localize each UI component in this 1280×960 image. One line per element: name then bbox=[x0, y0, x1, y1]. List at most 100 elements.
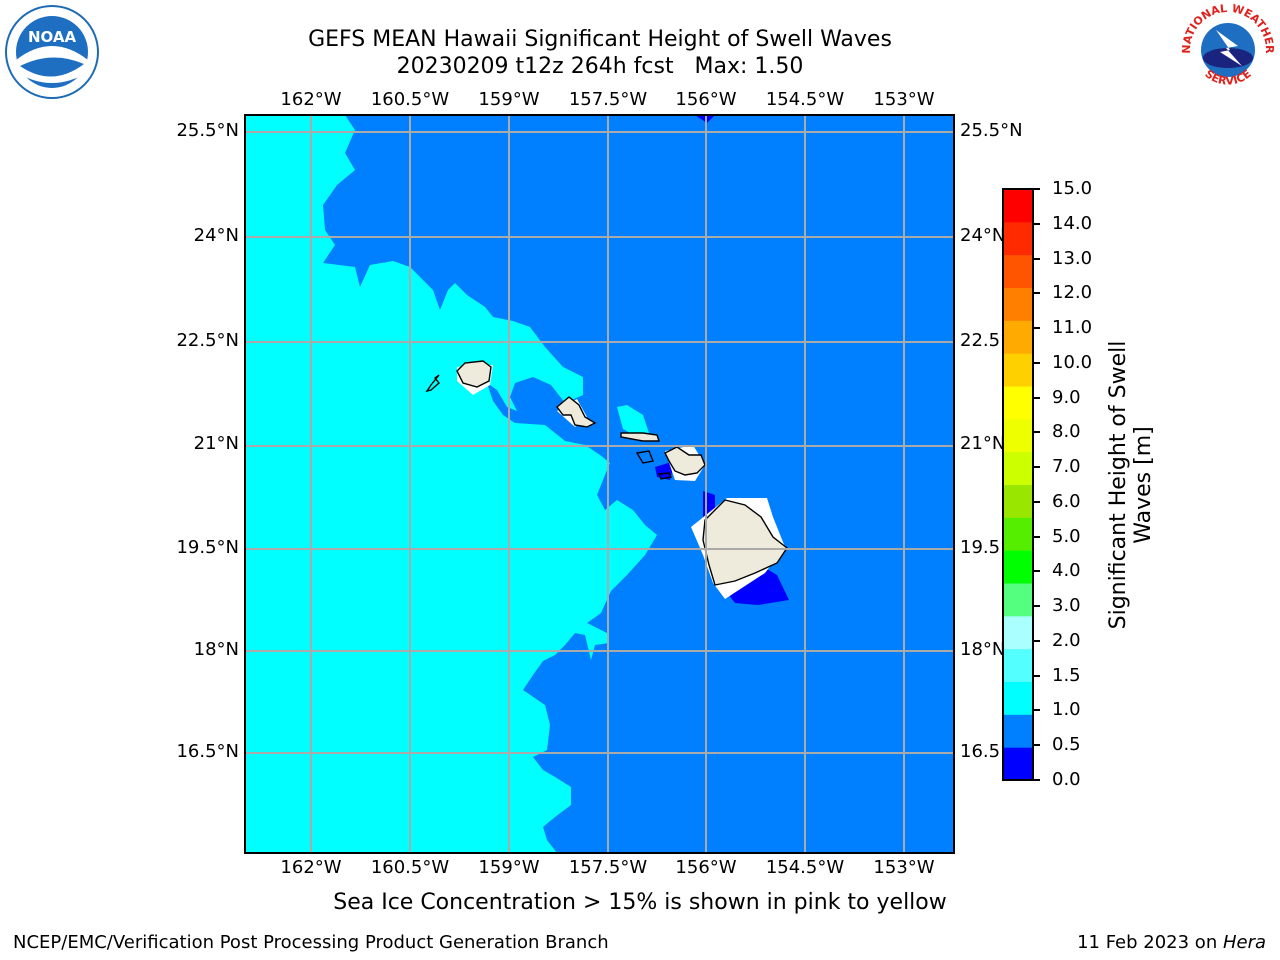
title-line-2: 20230209 t12z 264h fcst Max: 1.50 bbox=[396, 54, 804, 79]
colorbar-overlay bbox=[1002, 188, 1034, 781]
colorbar-title-line-2: Waves [m] bbox=[1131, 426, 1156, 544]
y-tick-left: 19.5°N bbox=[176, 537, 239, 558]
colorbar-tick-label: 5.0 bbox=[1052, 525, 1081, 547]
colorbar-band bbox=[1003, 221, 1033, 256]
colorbar-tick-mark bbox=[1033, 257, 1040, 260]
colorbar-tick-label: 8.0 bbox=[1052, 421, 1081, 443]
x-tick-bottom: 162°W bbox=[280, 857, 342, 878]
colorbar-tick-label: 0.5 bbox=[1052, 734, 1081, 756]
colorbar-band bbox=[1003, 681, 1033, 715]
lanai bbox=[635, 450, 654, 464]
y-tick-right: 21°N bbox=[960, 433, 1006, 454]
colorbar-tick-mark bbox=[1033, 605, 1040, 608]
colorbar-tick-mark bbox=[1033, 327, 1040, 330]
footer-right: 11 Feb 2023 on Hera bbox=[1077, 932, 1266, 953]
colorbar-tick-label: 15.0 bbox=[1052, 178, 1093, 199]
colorbar-tick-mark bbox=[1033, 639, 1040, 642]
x-tick-bottom: 160.5°W bbox=[370, 857, 450, 878]
colorbar-band bbox=[1003, 615, 1033, 650]
x-tick-top: 160.5°W bbox=[370, 89, 450, 110]
colorbar-tick-mark bbox=[1033, 431, 1040, 434]
y-tick-left: 21°N bbox=[193, 433, 239, 454]
x-tick-top: 156°W bbox=[675, 89, 737, 110]
molokai bbox=[620, 432, 660, 442]
colorbar-band bbox=[1003, 320, 1033, 354]
map-plot bbox=[244, 114, 955, 854]
colorbar-band bbox=[1003, 254, 1033, 288]
x-tick-top: 154.5°W bbox=[765, 89, 845, 110]
y-tick-left: 16.5°N bbox=[176, 741, 239, 762]
colorbar-tick-label: 11.0 bbox=[1052, 317, 1093, 339]
nws-logo: NATIONAL WEATHER SERVICE bbox=[1180, 2, 1276, 96]
colorbar-band bbox=[1003, 353, 1033, 387]
colorbar-tick-label: 0.0 bbox=[1052, 769, 1081, 790]
x-tick-top: 162°W bbox=[280, 89, 342, 110]
colorbar-band bbox=[1003, 386, 1033, 420]
oahu bbox=[556, 396, 597, 428]
colorbar-tick-label: 1.0 bbox=[1052, 699, 1081, 721]
x-tick-bottom: 153°W bbox=[873, 857, 935, 878]
colorbar-tick-label: 10.0 bbox=[1052, 351, 1093, 373]
colorbar-tick-mark bbox=[1033, 188, 1040, 190]
colorbar-title: Significant Height of Swell Waves [m] bbox=[1106, 305, 1156, 665]
y-tick-right: 25.5°N bbox=[960, 120, 1023, 141]
colorbar-tick-label: 3.0 bbox=[1052, 595, 1081, 617]
big-island bbox=[702, 499, 788, 586]
colorbar-tick-label: 7.0 bbox=[1052, 456, 1081, 478]
noaa-logo-text: NOAA bbox=[28, 28, 77, 46]
noaa-logo: NOAA bbox=[5, 5, 99, 99]
map-gridlines bbox=[245, 115, 954, 853]
kauai bbox=[456, 360, 492, 388]
colorbar-tick-mark bbox=[1033, 709, 1040, 712]
colorbar-tick-mark bbox=[1033, 222, 1040, 225]
y-tick-left: 25.5°N bbox=[176, 120, 239, 141]
colorbar-band bbox=[1003, 747, 1033, 781]
colorbar-tick-label: 2.0 bbox=[1052, 629, 1081, 651]
colorbar-band bbox=[1003, 484, 1033, 518]
y-tick-left: 22.5°N bbox=[176, 330, 239, 351]
svg-text:SERVICE: SERVICE bbox=[1202, 67, 1253, 88]
footer-date: 11 Feb 2023 on bbox=[1077, 932, 1223, 953]
colorbar-band bbox=[1003, 648, 1033, 682]
y-tick-right: 24°N bbox=[960, 225, 1006, 246]
niihau bbox=[425, 374, 440, 393]
colorbar-band bbox=[1003, 451, 1033, 485]
colorbar-tick-mark bbox=[1033, 396, 1040, 399]
colorbar-band bbox=[1003, 714, 1033, 748]
colorbar-tick-label: 9.0 bbox=[1052, 386, 1081, 408]
colorbar-tick-mark bbox=[1033, 535, 1040, 538]
y-tick-left: 24°N bbox=[193, 225, 239, 246]
colorbar-tick-mark bbox=[1033, 744, 1040, 747]
footer-left: NCEP/EMC/Verification Post Processing Pr… bbox=[13, 932, 609, 953]
colorbar-band bbox=[1003, 517, 1033, 551]
maui bbox=[664, 446, 706, 476]
colorbar-tick-mark bbox=[1033, 361, 1040, 364]
colorbar-tick-label: 6.0 bbox=[1052, 490, 1081, 512]
colorbar-tick-label: 1.5 bbox=[1052, 664, 1081, 686]
map-frame bbox=[244, 114, 955, 854]
region-0-0-0-5 bbox=[725, 563, 789, 605]
y-tick-right: 18°N bbox=[960, 639, 1006, 660]
colorbar-tick-label: 13.0 bbox=[1052, 247, 1093, 269]
x-tick-bottom: 159°W bbox=[478, 857, 540, 878]
title-line-1: GEFS MEAN Hawaii Significant Height of S… bbox=[308, 27, 892, 52]
colorbar-band bbox=[1003, 189, 1033, 223]
colorbar-band bbox=[1003, 418, 1033, 453]
nws-logo-bottom-text: SERVICE bbox=[1202, 67, 1253, 88]
colorbar-overlay-frame bbox=[1002, 188, 1034, 781]
colorbar-tick-mark bbox=[1033, 779, 1040, 781]
colorbar-tick-mark bbox=[1033, 466, 1040, 469]
colorbar-tick-mark bbox=[1033, 570, 1040, 573]
sea-ice-note: Sea Ice Concentration > 15% is shown in … bbox=[333, 890, 947, 915]
x-tick-bottom: 157.5°W bbox=[568, 857, 648, 878]
colorbar-title-line-1: Significant Height of Swell bbox=[1106, 340, 1131, 630]
x-tick-top: 159°W bbox=[478, 89, 540, 110]
x-tick-bottom: 156°W bbox=[675, 857, 737, 878]
colorbar-band bbox=[1003, 287, 1033, 321]
colorbar-tick-mark bbox=[1033, 292, 1040, 295]
colorbar-tick-label: 12.0 bbox=[1052, 282, 1093, 304]
colorbar-tick-label: 14.0 bbox=[1052, 212, 1093, 234]
x-tick-top: 157.5°W bbox=[568, 89, 648, 110]
region-1-0-1-5 bbox=[617, 405, 649, 437]
footer-machine: Hera bbox=[1222, 932, 1266, 953]
